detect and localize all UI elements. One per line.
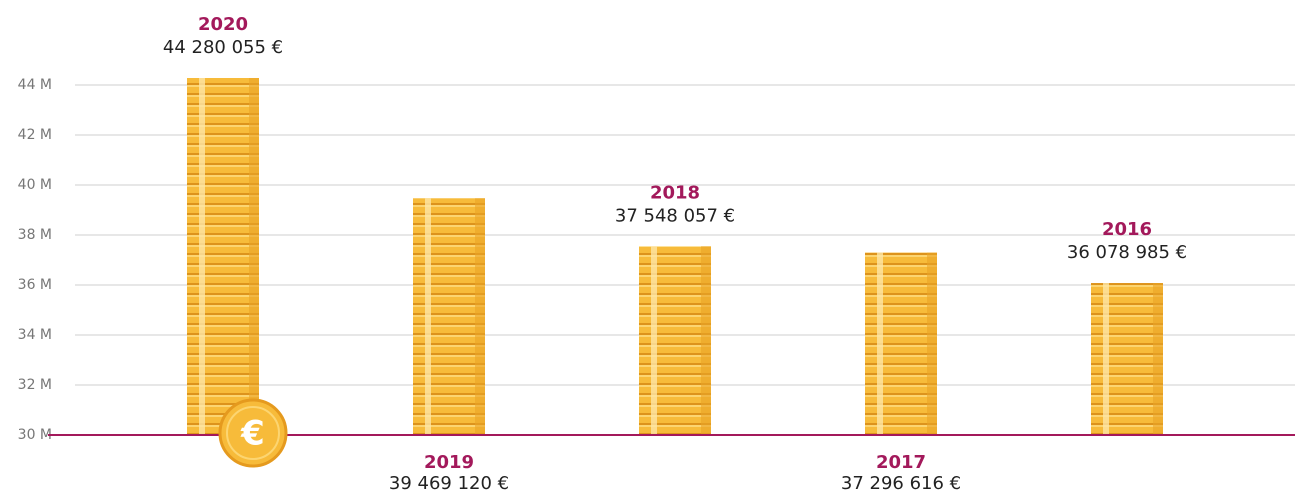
value-label: 36 078 985 € — [1067, 242, 1187, 263]
y-tick-label: 34 M — [18, 327, 52, 343]
coin-highlight — [199, 78, 205, 435]
coin-stack — [639, 246, 711, 435]
coin-stack — [187, 78, 259, 435]
value-label: 39 469 120 € — [389, 473, 509, 494]
coin-stack — [1091, 283, 1163, 435]
category-label: 2018 — [650, 182, 700, 203]
coin-highlight — [651, 246, 657, 435]
coin-symbol: € — [240, 414, 265, 454]
category-label: 2017 — [876, 452, 926, 473]
y-tick-label: 38 M — [18, 227, 52, 243]
y-tick-label: 30 M — [18, 427, 52, 443]
bars — [187, 78, 1163, 435]
coin-stack — [413, 198, 485, 435]
coin-shadow — [249, 78, 259, 435]
y-tick-label: 36 M — [18, 277, 52, 293]
coin-highlight — [1103, 283, 1109, 435]
category-label: 2019 — [424, 452, 474, 473]
coin-highlight — [425, 198, 431, 435]
value-label: 37 548 057 € — [615, 205, 735, 226]
coin-shadow — [701, 246, 711, 435]
chart: 30 M 32 M 34 M 36 M 38 M 40 M 42 M 44 M 202044 … — [0, 0, 1295, 495]
y-tick-label: 32 M — [18, 377, 52, 393]
coin-highlight — [877, 253, 883, 435]
value-label: 37 296 616 € — [841, 473, 961, 494]
y-tick-label: 44 M — [18, 77, 52, 93]
y-tick-label: 42 M — [18, 127, 52, 143]
category-label: 2020 — [198, 14, 248, 35]
coin-shadow — [1153, 283, 1163, 435]
category-label: 2016 — [1102, 219, 1152, 240]
coin-shadow — [927, 253, 937, 435]
coin-stack — [865, 253, 937, 435]
y-tick-label: 40 M — [18, 177, 52, 193]
coin-shadow — [475, 198, 485, 435]
value-label: 44 280 055 € — [163, 37, 283, 58]
